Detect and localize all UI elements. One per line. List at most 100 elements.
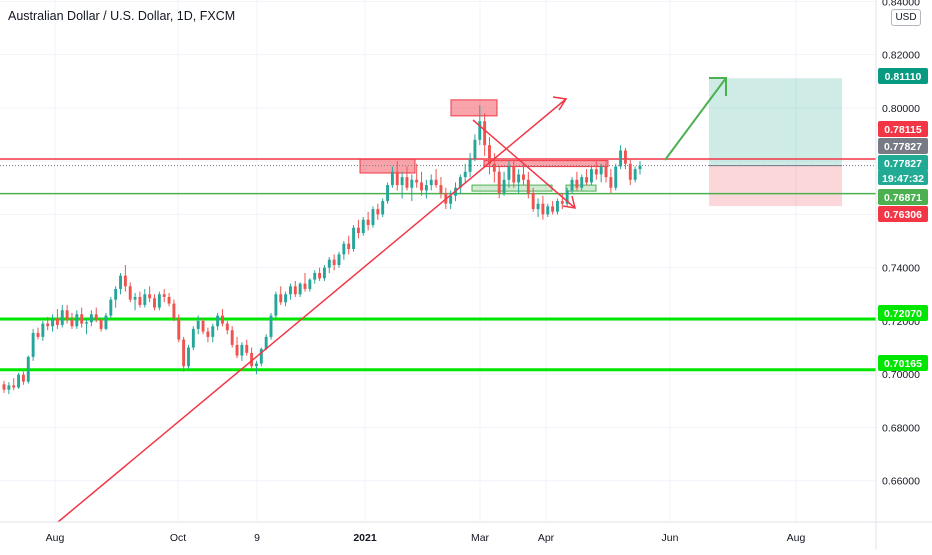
candle-body (623, 150, 627, 164)
x-tick-label: Jun (662, 532, 679, 544)
candle-body (250, 352, 254, 367)
candle-body (463, 171, 467, 178)
candle-body (293, 286, 297, 295)
candle-body (356, 227, 360, 234)
price-label-bg (878, 305, 928, 321)
target-zone (709, 78, 842, 166)
candle-body (201, 320, 205, 332)
candle-body (255, 363, 258, 367)
price-label-text: 0.76306 (884, 209, 922, 221)
candle-body (148, 294, 152, 299)
price-label-bg (878, 189, 928, 205)
candle-body (483, 121, 487, 146)
y-tick-label: 0.82000 (882, 50, 920, 62)
candle-body (313, 272, 317, 280)
candle-body (41, 323, 45, 337)
candle-body (420, 182, 423, 191)
candle-body (284, 294, 288, 303)
candle-body (488, 145, 491, 164)
candle-body (288, 286, 292, 295)
candle-body (99, 319, 103, 329)
candle-body (410, 179, 414, 188)
candle-body (376, 209, 380, 215)
candle-body (371, 209, 375, 226)
candle-body (80, 314, 84, 324)
candle-body (594, 169, 598, 175)
down-arrow-head (562, 195, 577, 209)
candle-body (235, 344, 239, 356)
candle-body (153, 298, 156, 308)
candle-body (366, 219, 370, 226)
candle-body (46, 323, 50, 327)
candle-body (517, 174, 521, 183)
candle-body (619, 150, 623, 167)
candle-body (512, 166, 516, 183)
candle-body (303, 283, 307, 289)
trendline-arrowhead (552, 96, 568, 111)
candle-body (531, 193, 535, 210)
chart-title: Australian Dollar / U.S. Dollar, 1D, FXC… (8, 9, 236, 23)
candle-body (36, 332, 40, 337)
candle-body (551, 206, 555, 212)
y-tick-label: 0.70000 (882, 369, 920, 381)
candle-body (114, 288, 118, 300)
candle-body (604, 166, 608, 178)
candle-body (172, 303, 176, 319)
candle-body (405, 177, 409, 188)
currency-badge[interactable]: USD (891, 9, 921, 26)
candle-body (327, 259, 331, 268)
candle-body (12, 385, 16, 388)
candle-body (123, 275, 127, 287)
candle-body (609, 177, 613, 188)
candle-body (473, 139, 477, 159)
price-label-bg (878, 170, 928, 185)
supply-zone-box (483, 160, 609, 168)
candle-body (381, 201, 385, 215)
candle-body (599, 166, 603, 175)
price-lines (0, 158, 876, 372)
candle-body (580, 177, 584, 188)
candle-body (279, 294, 283, 303)
candle-body (395, 171, 399, 186)
price-label-text: 0.77827 (884, 158, 922, 170)
candle-body (240, 344, 244, 356)
supply-zone-box (450, 99, 498, 117)
candle-body (361, 219, 365, 234)
candle-body (308, 279, 312, 289)
candle-body (104, 315, 108, 329)
candle-body (468, 158, 472, 172)
price-label-text: 19:47:32 (882, 173, 924, 185)
candle-body (259, 348, 263, 364)
drawings (57, 77, 727, 523)
candle-body (182, 339, 186, 367)
candle-body (497, 171, 501, 194)
candle-body (245, 344, 249, 353)
candle-body (89, 314, 93, 323)
price-label-text: 0.81110 (885, 71, 922, 83)
candle-body (570, 179, 574, 191)
price-label-text: 0.72070 (884, 308, 922, 320)
candle-body (386, 185, 389, 202)
candle-body (133, 296, 137, 300)
candle-body (7, 385, 11, 390)
x-tick-label: Mar (471, 532, 490, 544)
candle-body (128, 286, 132, 300)
candle-body (21, 374, 25, 382)
candle-body (60, 310, 64, 325)
candles (2, 105, 642, 395)
candle-body (109, 299, 113, 316)
trendline (57, 98, 567, 523)
y-tick-label: 0.84000 (882, 0, 920, 8)
candle-body (264, 336, 268, 349)
candle-body (119, 275, 122, 289)
candle-body (225, 323, 229, 331)
candle-body (157, 294, 161, 308)
y-tick-label: 0.80000 (882, 103, 920, 115)
candle-body (415, 179, 419, 183)
candle-body (216, 315, 220, 327)
candle-body (507, 166, 511, 180)
candle-body (434, 179, 438, 186)
candle-body (638, 165, 642, 170)
